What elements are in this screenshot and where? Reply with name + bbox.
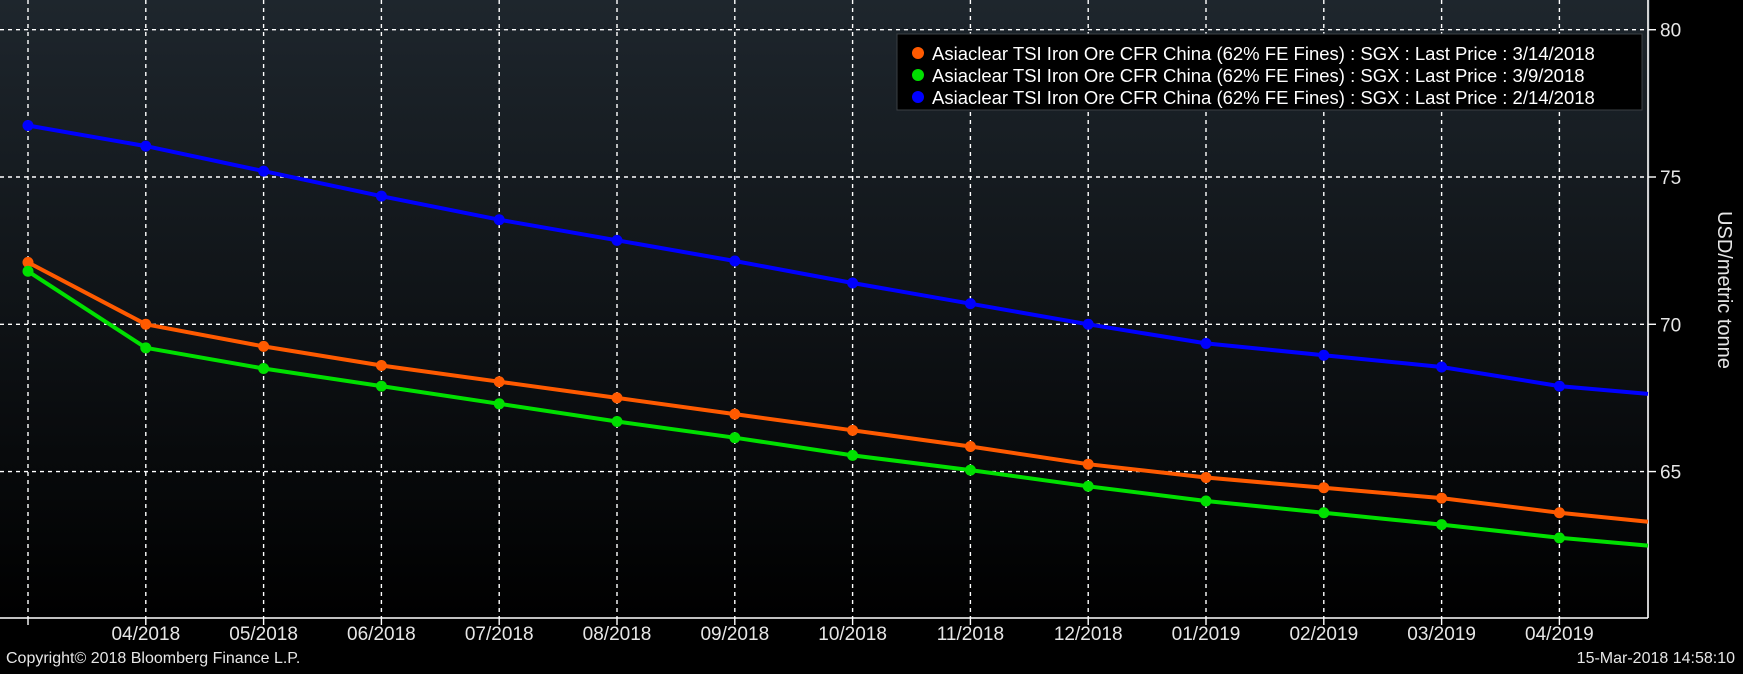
legend-marker xyxy=(912,47,924,59)
timestamp-text: 15-Mar-2018 14:58:10 xyxy=(1576,650,1735,667)
data-point xyxy=(729,432,741,444)
legend: Asiaclear TSI Iron Ore CFR China (62% FE… xyxy=(896,33,1643,111)
data-point xyxy=(1082,458,1094,470)
data-point xyxy=(1318,349,1330,361)
data-point xyxy=(729,408,741,420)
data-point xyxy=(22,119,34,131)
data-point xyxy=(1082,480,1094,492)
data-point xyxy=(847,277,859,289)
data-point xyxy=(964,464,976,476)
data-point xyxy=(1553,380,1565,392)
y-tick-label: 80 xyxy=(1660,21,1681,42)
data-point xyxy=(258,165,270,177)
x-tick-label: 02/2019 xyxy=(1289,624,1358,645)
x-tick-label: 10/2018 xyxy=(818,624,887,645)
legend-label: Asiaclear TSI Iron Ore CFR China (62% FE… xyxy=(932,65,1585,86)
data-point xyxy=(1318,482,1330,494)
data-point xyxy=(493,214,505,226)
copyright-text: Copyright© 2018 Bloomberg Finance L.P. xyxy=(6,650,301,667)
series-1 xyxy=(22,256,1649,524)
x-tick-label: 09/2018 xyxy=(700,624,769,645)
data-point xyxy=(22,265,34,277)
series-2 xyxy=(22,265,1649,548)
x-tick-label: 08/2018 xyxy=(583,624,652,645)
x-tick-label: 01/2019 xyxy=(1172,624,1241,645)
data-point xyxy=(1200,471,1212,483)
data-point xyxy=(140,140,152,152)
data-point xyxy=(375,380,387,392)
grid-lines xyxy=(0,0,1648,618)
x-tick-label: 04/2018 xyxy=(111,624,180,645)
y-tick-label: 75 xyxy=(1660,168,1681,189)
legend-box xyxy=(896,33,1643,111)
series-group xyxy=(22,119,1649,548)
y-axis-label: USD/metric tonne xyxy=(1713,211,1735,369)
y-tick-label: 70 xyxy=(1660,315,1681,336)
x-tick-label: 11/2018 xyxy=(937,624,1004,645)
data-point xyxy=(964,298,976,310)
data-point xyxy=(375,190,387,202)
series-3 xyxy=(22,119,1649,396)
data-point xyxy=(1200,337,1212,349)
data-point xyxy=(964,441,976,453)
data-point xyxy=(1436,492,1448,504)
x-tick-label: 03/2019 xyxy=(1407,624,1476,645)
x-tick-label: 04/2019 xyxy=(1525,624,1594,645)
data-point xyxy=(847,424,859,436)
y-tick-label: 65 xyxy=(1660,463,1681,484)
data-point xyxy=(258,362,270,374)
legend-label: Asiaclear TSI Iron Ore CFR China (62% FE… xyxy=(932,43,1595,64)
data-point xyxy=(729,255,741,267)
legend-marker xyxy=(912,69,924,81)
data-point xyxy=(611,415,623,427)
data-point xyxy=(22,256,34,268)
data-point xyxy=(493,398,505,410)
x-tick-label: 07/2018 xyxy=(465,624,534,645)
data-point xyxy=(140,318,152,330)
data-point xyxy=(1082,318,1094,330)
data-point xyxy=(1318,507,1330,519)
x-tick-label: 12/2018 xyxy=(1054,624,1123,645)
data-point xyxy=(1553,507,1565,519)
tick-labels: 65 70 75 80 04/2018 05/2018 06/2018 07/2018 08/2… xyxy=(111,21,1681,645)
data-point xyxy=(1436,519,1448,531)
axes xyxy=(0,0,1656,625)
data-point xyxy=(611,392,623,404)
x-tick-label: 06/2018 xyxy=(347,624,416,645)
data-point xyxy=(140,342,152,354)
data-point xyxy=(375,360,387,372)
legend-label: Asiaclear TSI Iron Ore CFR China (62% FE… xyxy=(932,87,1595,108)
data-point xyxy=(258,340,270,352)
data-point xyxy=(493,376,505,388)
legend-marker xyxy=(912,91,924,103)
data-point xyxy=(1200,495,1212,507)
x-tick-label: 05/2018 xyxy=(229,624,298,645)
data-point xyxy=(1436,361,1448,373)
data-point xyxy=(847,449,859,461)
data-point xyxy=(1553,532,1565,544)
data-point xyxy=(611,234,623,246)
